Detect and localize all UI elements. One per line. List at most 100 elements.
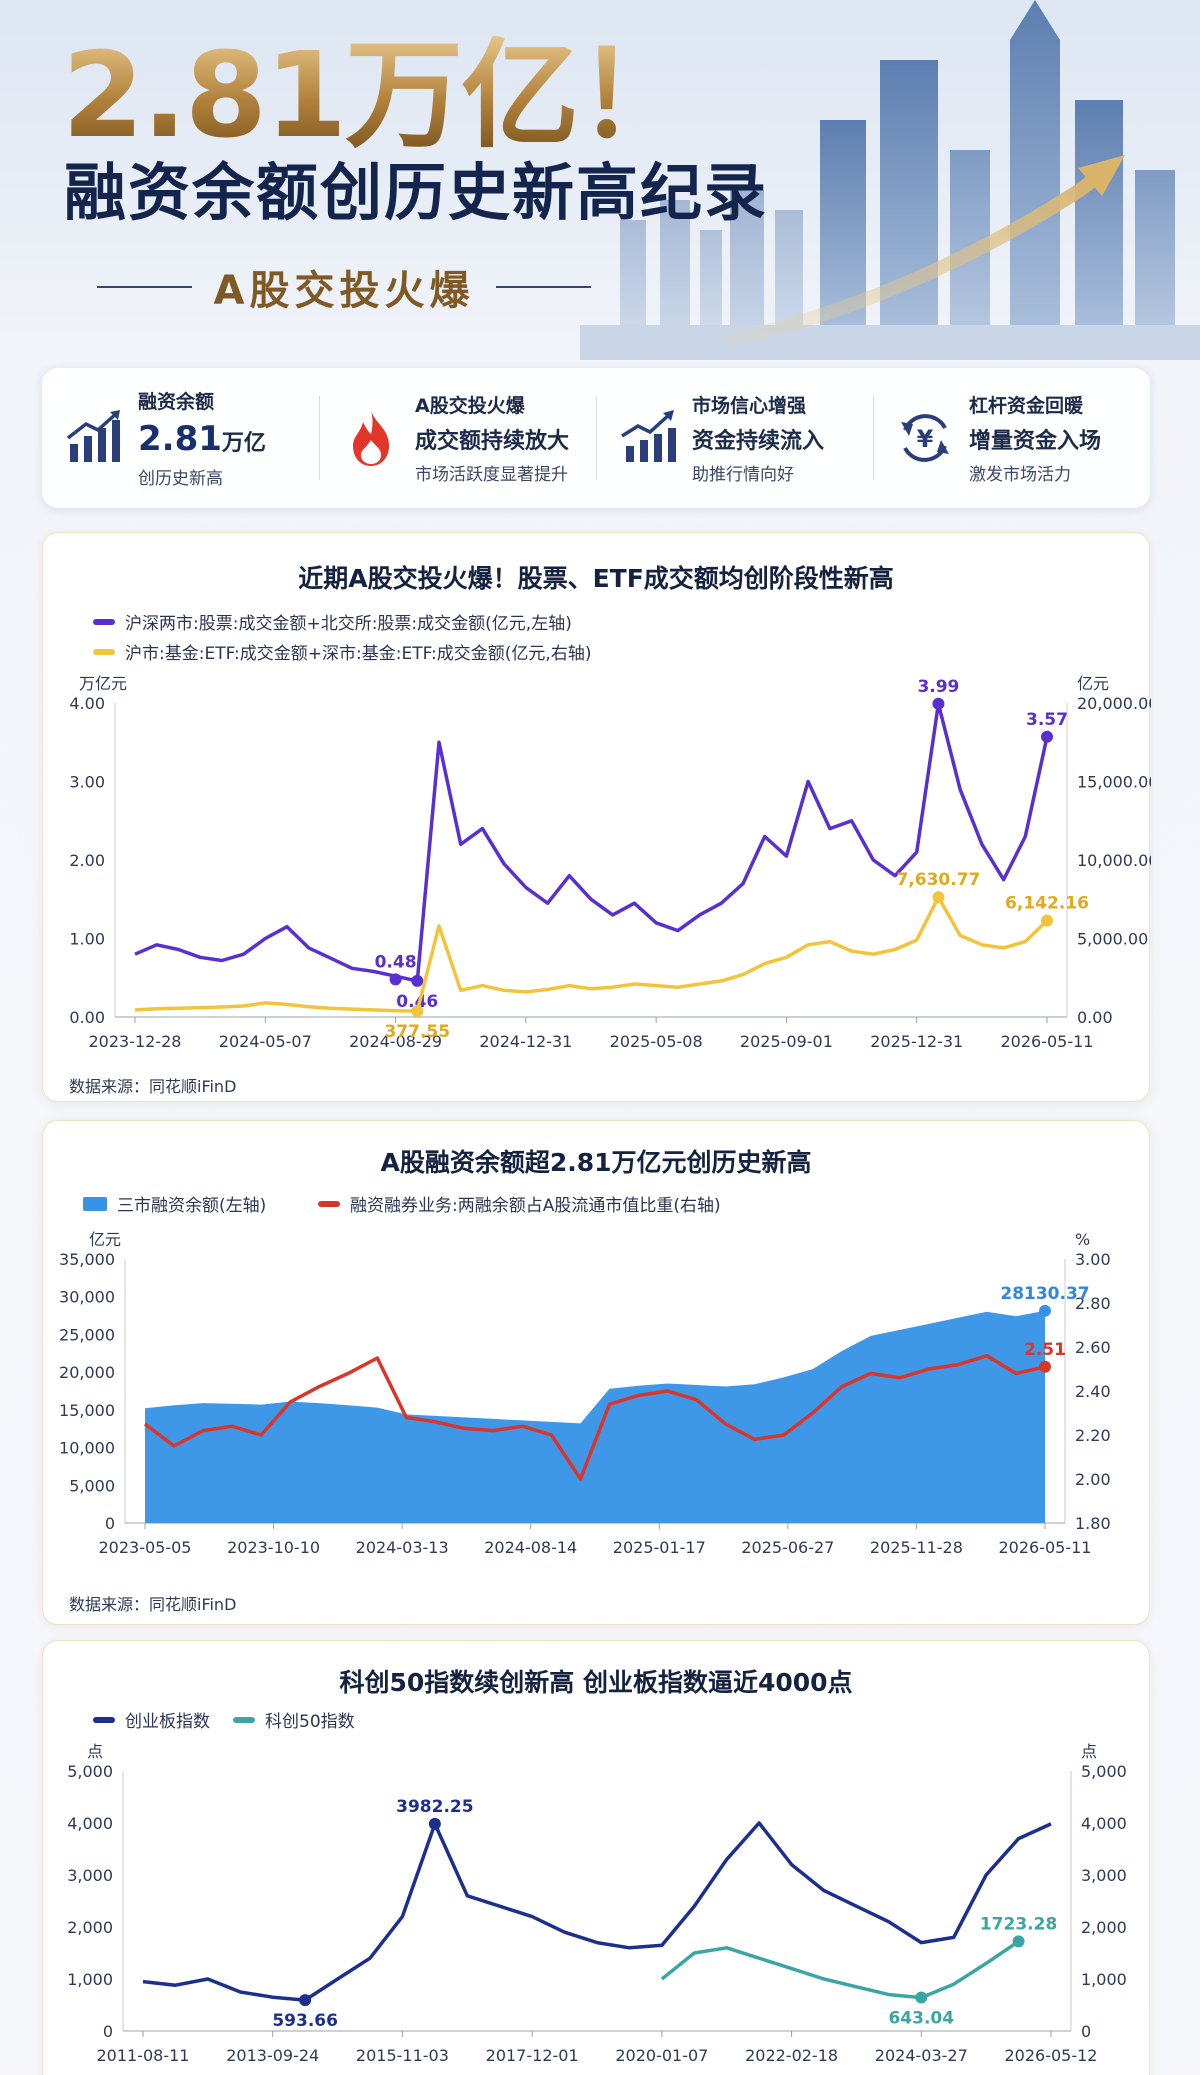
x-tick-label: 2025-05-08 (610, 1032, 703, 1051)
y-left-tick-label: 4,000 (67, 1814, 113, 1833)
chart-1-svg: 万亿元 亿元 4.00 3.00 2.00 1.00 0.00 20,000.00 15,000… (69, 674, 1151, 1051)
feature-bar: 融资余额 2.81万亿 创历史新高 A股交投火爆 成交额持续放大 市场活跃度显著… (42, 368, 1150, 508)
x-tick-label: 2026-05-11 (999, 1538, 1092, 1557)
hero-subtitle: 融资余额创历史新高纪录 (64, 156, 769, 229)
x-tick-label: 2025-11-28 (870, 1538, 963, 1557)
chart-3-svg: 点点5,0004,0003,0002,0001,00005,0004,0003,… (67, 1742, 1127, 2065)
x-tick-label: 2024-08-14 (484, 1538, 577, 1557)
tagline-text: A股交投火爆 (213, 268, 475, 314)
legend-label-etf-turnover: 沪市:基金:ETF:成交金额+深市:基金:ETF:成交金额(亿元,右轴) (125, 644, 592, 664)
chart-1-legend-item-1: 沪深两市:股票:成交金额+北交所:股票:成交金额(亿元,左轴) (93, 609, 572, 634)
y-left-tick-label: 35,000 (59, 1250, 115, 1269)
y-right-tick-label: 3,000 (1081, 1866, 1127, 1885)
annotation-marker (1039, 1304, 1051, 1317)
y-right-tick-label: 2.00 (1075, 1470, 1111, 1489)
x-tick-label: 2023-05-05 (99, 1538, 192, 1557)
y-left-tick-label: 20,000 (59, 1363, 115, 1382)
feature-1-number: 2.81 (138, 419, 222, 459)
legend-label-margin-balance: 三市融资余额(左轴) (117, 1196, 267, 1216)
annotation-label: 0.46 (396, 992, 438, 1012)
legend-label-chinext: 创业板指数 (125, 1712, 210, 1732)
annotation-marker (932, 891, 945, 904)
annotation-marker (411, 974, 424, 987)
feature-1-value: 2.81万亿 (138, 419, 266, 459)
y-left-tick-label: 1,000 (67, 1970, 113, 1989)
y-right-tick-label: 0 (1081, 2022, 1091, 2041)
hero-title: 2.81万亿！ (62, 26, 695, 164)
series-line-2 (660, 1939, 1020, 2000)
legend-swatch-blue (83, 1196, 107, 1211)
chart-2-legend-item-2: 融资融券业务:两融余额占A股流通市值比重(右轴) (318, 1191, 721, 1216)
bar-chart-up-icon (66, 410, 120, 462)
annotation-marker (932, 697, 945, 710)
y-left-tick-label: 5,000 (67, 1762, 113, 1781)
series-line-2 (134, 895, 1049, 1013)
chart-panel-margin-balance: A股融资余额超2.81万亿元创历史新高 三市融资余额(左轴) 融资融券业务:两融… (42, 1120, 1150, 1625)
feature-2-headline: 成交额持续放大 (415, 429, 570, 454)
y-right-tick-label: 15,000.00 (1077, 773, 1151, 792)
chart-1-title: 近期A股交投火爆！股票、ETF成交额均创阶段性新高 (298, 564, 894, 593)
annotation-label: 7,630.77 (896, 870, 980, 890)
annotation-label: 643.04 (888, 2009, 954, 2029)
x-tick-label: 2025-09-01 (740, 1032, 833, 1051)
y-left-tick-label: 4.00 (69, 694, 105, 713)
y-right-unit: 点 (1081, 1742, 1097, 1761)
svg-text:¥: ¥ (917, 425, 934, 453)
y-right-tick-label: 4,000 (1081, 1814, 1127, 1833)
y-right-tick-label: 2.80 (1075, 1294, 1111, 1313)
x-tick-label: 2025-06-27 (741, 1538, 834, 1557)
feature-financing-balance: 融资余额 2.81万亿 创历史新高 (42, 368, 319, 508)
feature-1-note: 创历史新高 (138, 469, 223, 489)
annotation-marker (299, 1994, 312, 2007)
y-left-tick-label: 2,000 (67, 1918, 113, 1937)
x-tick-label: 2024-03-13 (356, 1538, 449, 1557)
feature-4-note: 激发市场活力 (969, 465, 1071, 485)
feature-2-label: A股交投火爆 (415, 395, 525, 417)
feature-leverage-funds: ¥ 杠杆资金回暖 增量资金入场 激发市场活力 (873, 368, 1150, 508)
annotation-marker (915, 1991, 928, 2004)
y-left-tick-label: 25,000 (59, 1325, 115, 1344)
feature-2-note: 市场活跃度显著提升 (415, 465, 568, 485)
annotation-label: 3.57 (1026, 710, 1068, 730)
legend-swatch-navy (93, 1716, 115, 1723)
series-line-1 (134, 702, 1049, 983)
y-right-unit: % (1075, 1230, 1090, 1249)
y-right-tick-label: 0.00 (1077, 1008, 1113, 1027)
y-right-tick-label: 20,000.00 (1077, 694, 1151, 713)
y-left-unit: 亿元 (89, 1230, 121, 1249)
legend-swatch-purple (93, 618, 115, 625)
y-right-unit: 亿元 (1077, 674, 1109, 693)
flame-icon (353, 410, 389, 466)
legend-swatch-gold (93, 648, 115, 655)
annotation-marker (1041, 730, 1053, 743)
y-right-tick-label: 2,000 (1081, 1918, 1127, 1937)
x-tick-label: 2017-12-01 (486, 2046, 579, 2065)
feature-1-unit: 万亿 (221, 431, 266, 456)
chart-panel-turnover: 近期A股交投火爆！股票、ETF成交额均创阶段性新高 沪深两市:股票:成交金额+北… (42, 532, 1151, 1102)
x-tick-label: 2023-10-10 (227, 1538, 320, 1557)
feature-1-label: 融资余额 (138, 391, 215, 413)
y-right-tick-label: 5,000 (1081, 1762, 1127, 1781)
yuan-cycle-icon: ¥ (901, 414, 949, 462)
x-tick-label: 2024-05-07 (219, 1032, 312, 1051)
chart-3-legend-item-1: 创业板指数 (93, 1707, 210, 1732)
hero-header: 2.81万亿！ 融资余额创历史新高纪录 A股交投火爆 (0, 0, 1200, 360)
annotation-label: 28130.37 (1000, 1284, 1089, 1304)
legend-swatch-teal (233, 1716, 255, 1723)
chart-2-title: A股融资余额超2.81万亿元创历史新高 (380, 1148, 812, 1177)
annotation-label: 377.55 (384, 1022, 450, 1042)
y-left-tick-label: 3.00 (69, 773, 105, 792)
y-right-tick-label: 1.80 (1075, 1514, 1111, 1533)
y-left-tick-label: 5,000 (69, 1476, 115, 1495)
x-tick-label: 2025-12-31 (870, 1032, 963, 1051)
feature-3-label: 市场信心增强 (692, 395, 807, 417)
x-tick-label: 2020-01-07 (615, 2046, 708, 2065)
y-left-tick-label: 0 (105, 1514, 115, 1533)
y-left-unit: 点 (87, 1742, 103, 1761)
y-left-tick-label: 30,000 (59, 1288, 115, 1307)
y-left-tick-label: 0.00 (69, 1008, 105, 1027)
y-left-tick-label: 1.00 (69, 930, 105, 949)
y-right-tick-label: 2.60 (1075, 1338, 1111, 1357)
legend-label-stock-turnover: 沪深两市:股票:成交金额+北交所:股票:成交金额(亿元,左轴) (125, 614, 572, 634)
